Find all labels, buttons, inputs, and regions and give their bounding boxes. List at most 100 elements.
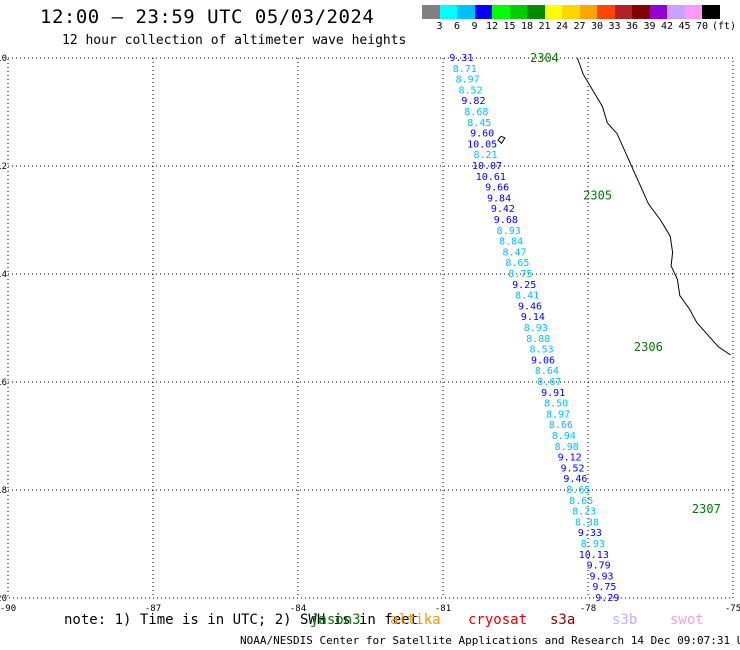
color-scale-label: 24: [555, 21, 569, 32]
color-scale-label: 6: [453, 21, 461, 32]
wave-height-label: 8.21: [473, 150, 497, 161]
color-scale-label: 45: [678, 21, 691, 32]
wave-height-label: 9.68: [494, 215, 518, 226]
satellite-legend-item: altika: [390, 612, 441, 628]
wave-height-label: 8.93: [524, 323, 548, 334]
wave-height-label: 9.25: [512, 280, 536, 291]
wave-height-label: 9.42: [491, 204, 515, 215]
color-scale-swatch: [474, 5, 493, 19]
color-scale-swatch: [492, 5, 510, 19]
wave-height-label: 8.65: [566, 485, 590, 496]
pass-labels: 2304 2305 2306 2307: [530, 51, 721, 516]
color-scale-swatch: [439, 5, 458, 19]
wave-height-label: 8.23: [572, 507, 596, 518]
color-scale-swatch: [597, 5, 615, 19]
pass-time-label: 2306: [634, 340, 663, 354]
pass-time-label: 2305: [583, 189, 612, 203]
color-scale-swatch: [649, 5, 668, 19]
wave-height-label: 8.98: [555, 442, 579, 453]
lat-tick-label: -16: [0, 378, 7, 388]
wave-height-label: 9.84: [487, 193, 511, 204]
wave-height-label: 10.07: [472, 161, 502, 172]
color-scale-label: 12: [485, 21, 499, 32]
color-scale-swatch: [509, 5, 528, 19]
wave-height-label: 8.52: [459, 85, 483, 96]
wave-height-label: 9.29: [595, 593, 619, 604]
pass-time-label: 2307: [692, 502, 721, 516]
lat-tick-label: -12: [0, 162, 7, 172]
wave-height-label: 8.64: [535, 366, 559, 377]
coastline-path: [576, 57, 731, 356]
lat-tick-label: -14: [0, 270, 7, 280]
page-title: 12:00 – 23:59 UTC 05/03/2024: [40, 6, 375, 28]
color-scale-label: 36: [625, 21, 639, 32]
color-scale-label: 39: [643, 21, 656, 32]
wave-height-label: 8.66: [549, 420, 573, 431]
wave-height-label: 9.46: [563, 474, 587, 485]
color-scale-label: 15: [503, 21, 516, 32]
lon-tick-label: -90: [0, 604, 16, 614]
color-scale-label: 33: [608, 21, 621, 32]
color-scale-swatch: [422, 5, 440, 19]
lon-tick-label: -87: [145, 604, 161, 614]
satellite-legend-item: s3b: [612, 612, 638, 628]
lon-tick-label: -81: [435, 604, 451, 614]
color-scale-swatch: [579, 5, 598, 19]
color-scale-swatch: [684, 5, 703, 19]
wave-height-label: 9.14: [521, 312, 545, 323]
satellite-legend-item: s3a: [550, 612, 576, 628]
color-scale-swatch: [702, 5, 720, 19]
wave-height-label: 8.93: [497, 226, 521, 237]
note-text: note: 1) Time is in UTC; 2) SWH is in fe…: [64, 612, 419, 628]
lon-tick-label: -84: [290, 604, 306, 614]
color-scale-label: 3: [436, 21, 443, 32]
wave-height-label: 9.31: [449, 53, 473, 64]
map-grid: [8, 58, 733, 598]
wave-height-label: 8.94: [552, 431, 576, 442]
lat-tick-label: -18: [0, 486, 7, 496]
wave-height-label: 9.91: [541, 388, 565, 399]
color-scale-label: 21: [538, 21, 551, 32]
color-scale-swatch: [527, 5, 545, 19]
wave-height-label: 9.79: [587, 561, 611, 572]
pass-time-label: 2304: [530, 51, 559, 65]
wave-height-label: 9.66: [485, 183, 509, 194]
map-border: [7, 57, 734, 599]
wave-height-label: 8.38: [575, 517, 599, 528]
coastline: [497, 57, 731, 356]
axis-ticks: -90 -87 -84 -81 -78 -75 -10 -12 -14 -16 -18 -20: [0, 54, 740, 614]
wave-height-label: 9.12: [558, 453, 582, 464]
color-scale-label: 30: [590, 21, 604, 32]
color-scale-swatch: [544, 5, 563, 19]
color-scale-swatch: [632, 5, 650, 19]
satellite-legend-item: jason3: [310, 612, 361, 628]
wave-height-label: 9.06: [531, 355, 555, 366]
wave-height-label: 8.93: [581, 539, 605, 550]
lon-tick-label: -75: [725, 604, 740, 614]
wave-height-label: 8.97: [456, 75, 480, 86]
altimeter-track: 9.318.718.978.529.828.688.459.6010.058.2…: [449, 53, 619, 604]
wave-height-label: 8.71: [453, 64, 477, 75]
color-scale-label: 70: [695, 21, 709, 32]
wave-height-label: 9.33: [578, 528, 602, 539]
wave-height-label: 8.41: [515, 291, 539, 302]
wave-height-label: 9.60: [470, 129, 494, 140]
page-subtitle: 12 hour collection of altimeter wave hei…: [62, 33, 407, 48]
wave-height-label: 8.84: [499, 237, 523, 248]
lon-tick-label: -78: [580, 604, 596, 614]
satellite-legend-item: swot: [670, 612, 704, 628]
lat-tick-label: -20: [0, 594, 7, 604]
wave-height-label: 8.75: [508, 269, 532, 280]
wave-height-label: 9.46: [518, 301, 542, 312]
footer-credit: NOAA/NESDIS Center for Satellite Applica…: [240, 634, 740, 647]
color-scale-label: 18: [520, 21, 534, 32]
color-scale-swatch: [457, 5, 475, 19]
color-scale-swatch: [614, 5, 633, 19]
wave-height-label: 9.93: [589, 571, 613, 582]
wave-height-label: 8.65: [505, 258, 529, 269]
lat-tick-label: -10: [0, 54, 7, 64]
wave-height-label: 8.50: [544, 399, 568, 410]
wave-height-label: 9.52: [560, 463, 584, 474]
wave-height-label: 8.88: [526, 334, 550, 345]
